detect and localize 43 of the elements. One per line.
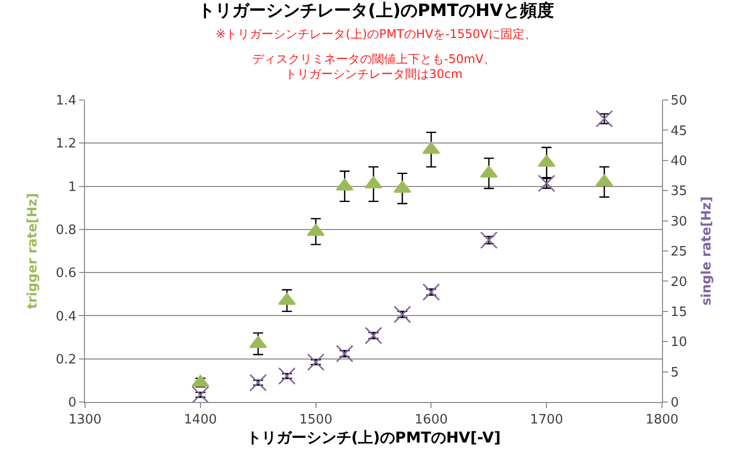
- point: [249, 374, 267, 392]
- point: [480, 231, 498, 249]
- y-tick-label: 0.8: [56, 222, 76, 238]
- point: [364, 326, 382, 344]
- y2-tick-label: 45: [670, 124, 688, 139]
- y-tick-label: 1.2: [56, 136, 76, 152]
- x-tick-label: 1300: [68, 412, 102, 428]
- y2-tick-label: 20: [670, 274, 688, 290]
- y-tick-label: 1.4: [56, 94, 76, 109]
- point: [596, 110, 614, 128]
- y-tick-label: 0: [68, 396, 76, 411]
- x-tick-label: 1400: [184, 412, 217, 428]
- y2-tick-label: 15: [670, 304, 688, 320]
- point: [307, 353, 325, 371]
- y2-tick-label: 10: [670, 335, 688, 350]
- x-tick-label: 1600: [414, 412, 448, 428]
- y2-tick-label: 5: [670, 365, 679, 380]
- x-tick-label: 1700: [530, 412, 564, 428]
- point: [278, 367, 296, 385]
- x-tick-label: 1800: [645, 412, 679, 428]
- y-axis-title: trigger rate[Hz]: [26, 193, 41, 309]
- text: トリガーシンチレータ間は30cm: [285, 67, 463, 81]
- text: ディスクリミネータの閾値上下とも-50mV、: [252, 52, 496, 66]
- point: [394, 306, 412, 324]
- y-tick-label: 0.6: [56, 266, 76, 282]
- y2-tick-label: 50: [670, 94, 688, 109]
- x-tick-label: 1500: [299, 412, 332, 428]
- y2-tick-label: 0: [670, 396, 679, 411]
- y2-tick-label: 40: [670, 154, 688, 169]
- y2-axis-title: single rate[Hz]: [700, 196, 715, 306]
- y-tick-label: 0.2: [56, 352, 76, 368]
- y2-tick-label: 35: [670, 184, 688, 200]
- y-tick-label: 0.4: [56, 309, 76, 324]
- y2-tick-label: 25: [670, 244, 688, 260]
- chart-subtitle: ※トリガーシンチレータ(上)のPMTのHVを-1550Vに固定、: [216, 27, 536, 42]
- y2-tick-label: 30: [670, 214, 688, 230]
- y-tick-label: 1: [68, 180, 76, 195]
- point: [422, 283, 440, 301]
- chart-title: トリガーシンチレータ(上)のPMTのHVと頻度: [198, 0, 554, 21]
- point: [192, 386, 210, 402]
- x-axis-title: トリガーシンチ(上)のPMTのHV[-V]: [246, 428, 501, 447]
- point: [336, 344, 354, 362]
- point: [538, 174, 556, 192]
